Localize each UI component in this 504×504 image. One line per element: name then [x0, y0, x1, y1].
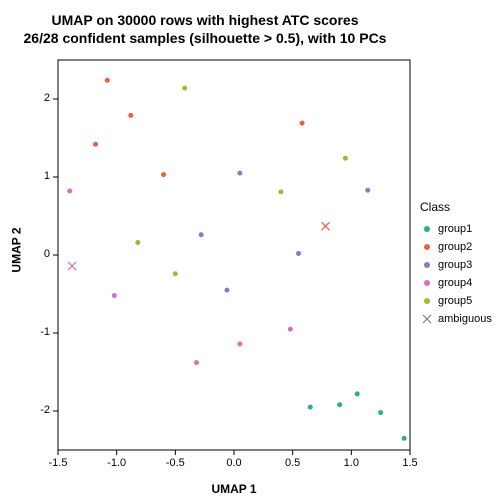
legend-label: group5 [438, 295, 472, 307]
x-tick-label: -1.0 [102, 457, 132, 469]
data-point [135, 240, 140, 245]
data-point [308, 405, 313, 410]
data-point [402, 436, 407, 441]
legend-label: group1 [438, 223, 472, 235]
legend-title: Class [420, 200, 492, 214]
legend-label: group2 [438, 241, 472, 253]
x-tick-label: 1.0 [336, 457, 366, 469]
data-point [67, 189, 72, 194]
data-point [378, 410, 383, 415]
circle-icon [420, 224, 434, 234]
y-tick-label: 0 [44, 248, 50, 260]
cross-icon [420, 314, 434, 324]
legend-item: ambiguous [420, 310, 492, 328]
x-tick-label: -1.5 [43, 457, 73, 469]
data-point [237, 171, 242, 176]
data-point [224, 288, 229, 293]
legend: Class group1 group2 group3 group4 group5 ambi… [420, 200, 492, 328]
data-point [278, 189, 283, 194]
y-tick-label: 1 [44, 170, 50, 182]
legend-item: group1 [420, 220, 492, 238]
data-point [194, 360, 199, 365]
data-point [343, 156, 348, 161]
circle-icon [420, 242, 434, 252]
y-tick-label: -2 [40, 404, 50, 416]
scatter-chart: UMAP on 30000 rows with highest ATC scor… [0, 0, 504, 504]
data-point [128, 113, 133, 118]
legend-item: group5 [420, 292, 492, 310]
x-tick-label: -0.5 [160, 457, 190, 469]
legend-label: group4 [438, 277, 472, 289]
legend-label: group3 [438, 259, 472, 271]
circle-icon [420, 296, 434, 306]
data-point [288, 327, 293, 332]
legend-item: group4 [420, 274, 492, 292]
x-axis-label: UMAP 1 [0, 482, 468, 496]
data-point [337, 402, 342, 407]
x-tick-label: 0.0 [219, 457, 249, 469]
data-point [199, 232, 204, 237]
data-point [112, 293, 117, 298]
data-point [355, 391, 360, 396]
data-point [105, 78, 110, 83]
data-point [365, 188, 370, 193]
legend-item: group3 [420, 256, 492, 274]
data-point [300, 121, 305, 126]
data-point [161, 172, 166, 177]
x-tick-label: 0.5 [278, 457, 308, 469]
circle-icon [420, 260, 434, 270]
x-tick-label: 1.5 [395, 457, 425, 469]
y-axis-label: UMAP 2 [10, 227, 24, 272]
data-point [173, 271, 178, 276]
legend-item: group2 [420, 238, 492, 256]
legend-label: ambiguous [438, 313, 492, 325]
data-point [296, 251, 301, 256]
y-tick-label: -1 [40, 326, 50, 338]
data-point [182, 86, 187, 91]
data-point [237, 341, 242, 346]
data-point [93, 142, 98, 147]
y-tick-label: 2 [44, 92, 50, 104]
circle-icon [420, 278, 434, 288]
